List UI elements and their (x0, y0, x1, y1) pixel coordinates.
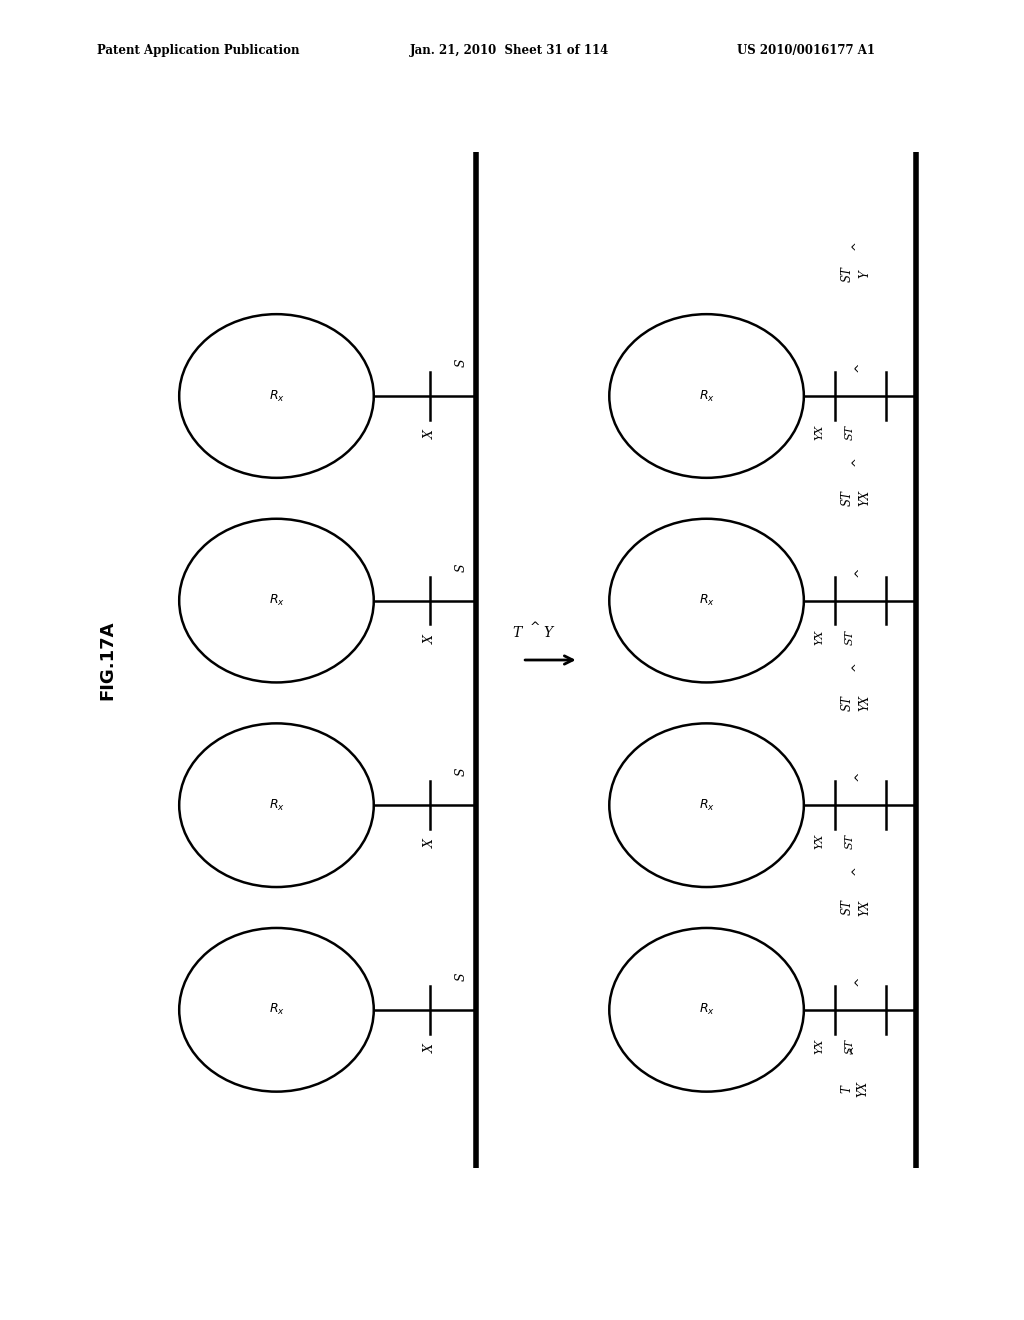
Text: X: X (424, 1044, 436, 1053)
Text: US 2010/0016177 A1: US 2010/0016177 A1 (737, 44, 876, 57)
Text: ST: ST (845, 630, 855, 644)
Text: $R_x$: $R_x$ (268, 797, 285, 813)
Text: YX: YX (814, 834, 824, 850)
Text: T: T (512, 626, 522, 640)
Text: ^: ^ (851, 240, 863, 249)
Text: FIG.17A: FIG.17A (98, 620, 117, 700)
Text: Y: Y (859, 271, 871, 277)
Text: $R_x$: $R_x$ (268, 593, 285, 609)
Text: ^: ^ (851, 457, 863, 466)
Text: $R_x$: $R_x$ (698, 1002, 715, 1018)
Text: YX: YX (859, 694, 871, 711)
Text: T: T (841, 1085, 853, 1093)
Text: ST: ST (845, 425, 855, 440)
Text: ^: ^ (854, 362, 866, 372)
Text: Jan. 21, 2010  Sheet 31 of 114: Jan. 21, 2010 Sheet 31 of 114 (410, 44, 609, 57)
Text: ^: ^ (854, 771, 866, 781)
Text: $R_x$: $R_x$ (698, 593, 715, 609)
Text: $R_x$: $R_x$ (698, 797, 715, 813)
Text: YX: YX (814, 1039, 824, 1055)
Text: X: X (424, 840, 436, 849)
Text: ^: ^ (851, 661, 863, 671)
Text: ^: ^ (854, 566, 866, 577)
Text: ST: ST (845, 1039, 855, 1053)
Text: YX: YX (859, 490, 871, 507)
Text: $R_x$: $R_x$ (698, 388, 715, 404)
Text: X: X (424, 635, 436, 644)
Text: ^: ^ (851, 866, 863, 875)
Text: S: S (455, 972, 467, 981)
Text: ST: ST (841, 265, 853, 282)
Text: YX: YX (857, 1081, 869, 1097)
Text: $R_x$: $R_x$ (268, 388, 285, 404)
Text: Y: Y (544, 626, 552, 640)
Text: ^: ^ (849, 1044, 861, 1055)
Text: X: X (424, 430, 436, 440)
Text: YX: YX (859, 899, 871, 916)
Text: ST: ST (841, 490, 853, 507)
Text: S: S (455, 562, 467, 572)
Text: ST: ST (841, 694, 853, 711)
Text: YX: YX (814, 630, 824, 645)
Text: Patent Application Publication: Patent Application Publication (97, 44, 300, 57)
Text: YX: YX (814, 425, 824, 441)
Text: S: S (455, 358, 467, 367)
Text: $R_x$: $R_x$ (268, 1002, 285, 1018)
Text: ST: ST (845, 834, 855, 849)
Text: ST: ST (841, 899, 853, 916)
Text: ^: ^ (854, 975, 866, 986)
Text: S: S (455, 767, 467, 776)
Text: ^: ^ (529, 620, 540, 634)
